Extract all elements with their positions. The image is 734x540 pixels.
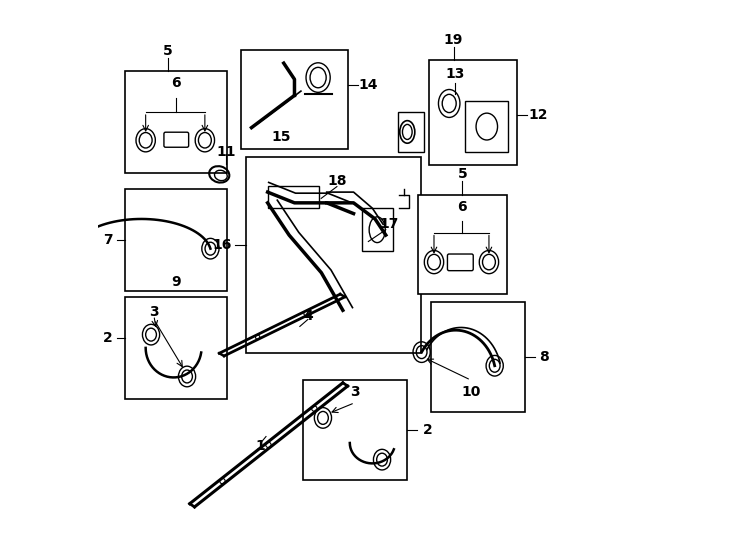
Text: 3: 3 <box>350 385 360 399</box>
Text: 6: 6 <box>457 200 467 214</box>
Bar <box>246 157 421 353</box>
Bar <box>241 50 348 149</box>
Bar <box>465 101 508 152</box>
Text: 7: 7 <box>103 233 113 247</box>
Bar <box>429 60 517 165</box>
Bar <box>398 112 424 152</box>
FancyBboxPatch shape <box>164 132 189 147</box>
Text: 1: 1 <box>255 439 266 453</box>
Bar <box>126 71 228 173</box>
Text: 10: 10 <box>461 385 481 399</box>
Text: 15: 15 <box>272 130 291 144</box>
Bar <box>126 297 228 399</box>
FancyBboxPatch shape <box>448 254 473 271</box>
Text: 2: 2 <box>103 330 113 345</box>
Text: 8: 8 <box>539 350 549 365</box>
Text: 16: 16 <box>212 239 232 252</box>
Text: 6: 6 <box>172 76 181 90</box>
Text: 5: 5 <box>163 44 173 58</box>
Text: 12: 12 <box>528 108 548 122</box>
Bar <box>126 190 228 292</box>
Text: 11: 11 <box>216 145 236 159</box>
Text: 2: 2 <box>423 423 432 437</box>
Text: 17: 17 <box>379 217 399 231</box>
Bar <box>302 380 407 480</box>
Text: 18: 18 <box>327 174 346 188</box>
Bar <box>268 186 319 208</box>
Bar <box>418 195 506 294</box>
Text: 13: 13 <box>446 67 465 81</box>
Text: 5: 5 <box>457 167 468 181</box>
Text: 19: 19 <box>444 33 463 47</box>
Text: 9: 9 <box>172 275 181 289</box>
Text: 14: 14 <box>359 78 378 91</box>
Bar <box>362 208 393 251</box>
Text: 3: 3 <box>149 305 159 319</box>
Text: 4: 4 <box>303 309 313 323</box>
Bar <box>432 302 526 413</box>
